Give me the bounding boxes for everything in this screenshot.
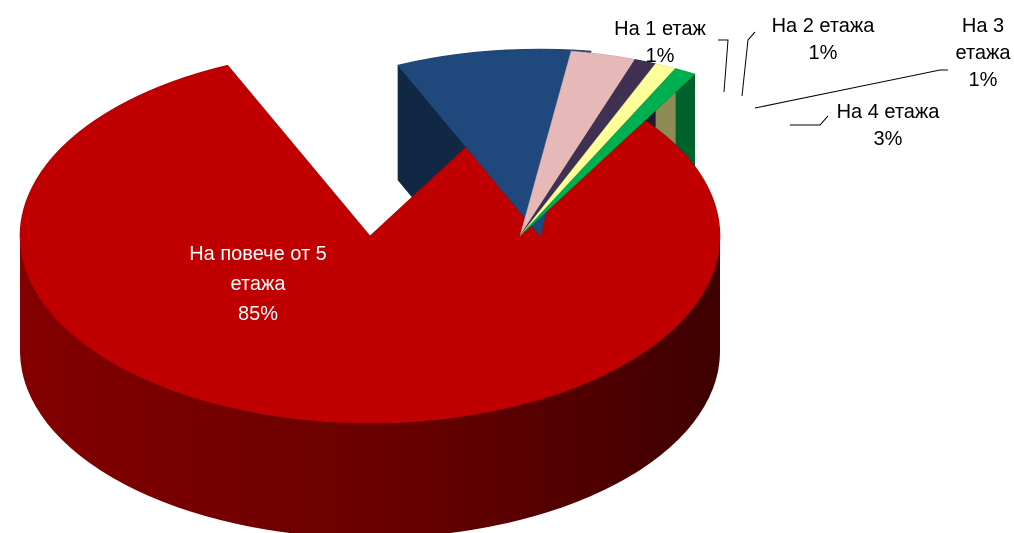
leader-line-2 xyxy=(790,115,829,126)
slice-label-line-5-1: 1% xyxy=(646,45,675,67)
slice-label-line-0-0: На повече от 5 xyxy=(189,243,327,265)
slice-label-2: На 4 етажа 3% xyxy=(837,101,941,150)
slice-label-line-3-1: етажа xyxy=(955,42,1011,64)
leader-line-5 xyxy=(718,39,729,93)
leader-line-3 xyxy=(754,69,948,109)
slice-label-3: На 3 етажа 1% xyxy=(955,15,1011,91)
slice-label-5: На 1 етаж 1% xyxy=(614,18,706,67)
slice-label-line-0-2: 85% xyxy=(238,303,278,325)
slice-label-line-4-0: На 2 етажа xyxy=(772,15,876,37)
labels-layer: На повече от 5 етажа 85% На 5 етажа 9% На 4 е… xyxy=(189,15,1011,325)
leader-lines-layer xyxy=(718,31,948,126)
slice-label-line-4-1: 1% xyxy=(809,42,838,64)
leader-line-4 xyxy=(741,31,756,97)
slice-label-line-1-1: 9% xyxy=(772,205,801,227)
slice-label-line-2-1: 3% xyxy=(874,128,903,150)
slice-label-line-3-0: На 3 xyxy=(962,15,1004,37)
slice-label-0: На повече от 5 етажа 85% xyxy=(189,243,327,325)
slice-label-line-5-0: На 1 етаж xyxy=(614,18,706,40)
slice-label-line-2-0: На 4 етажа xyxy=(837,101,941,123)
slice-label-4: На 2 етажа 1% xyxy=(772,15,876,64)
slice-label-line-1-0: На 5 етажа xyxy=(735,178,839,200)
pie-slice-5 xyxy=(519,68,696,237)
pie-slice-side-shade-0-0 xyxy=(20,237,720,533)
slice-label-line-3-2: 1% xyxy=(969,69,998,91)
pie-tops-layer xyxy=(19,48,721,424)
slice-label-line-0-1: етажа xyxy=(230,273,286,295)
slice-label-1: На 5 етажа 9% xyxy=(735,178,839,227)
